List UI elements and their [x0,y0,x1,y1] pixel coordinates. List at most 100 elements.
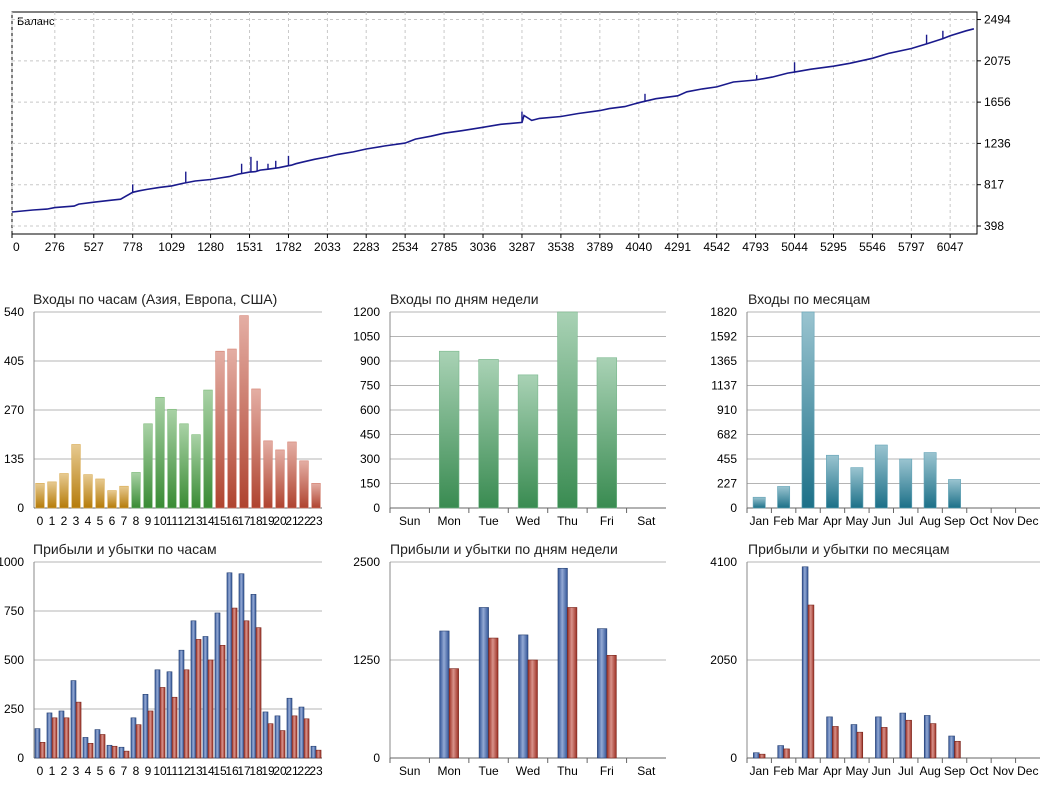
profit-bar [310,745,317,759]
y-tick-label: 0 [17,501,24,515]
balance-x-tick-label: 2283 [353,240,380,254]
entries-weekdays-title: Входы по дням недели [390,291,539,307]
y-tick-label: 250 [4,702,24,716]
x-tick-label: Jun [872,514,891,528]
loss-bar [783,748,790,759]
entries-bar [95,478,105,509]
x-tick-label: 6 [109,514,116,528]
x-tick-label: 14 [201,514,215,528]
entries-bar [119,485,129,509]
entries-bar [557,311,578,509]
profit-bar [166,671,173,759]
y-tick-label: 0 [730,501,737,515]
profit-bar [214,612,221,759]
x-tick-label: Sun [399,514,420,528]
y-tick-label: 455 [717,452,737,466]
balance-x-tick-label: 2534 [392,240,419,254]
entries-bar [275,449,285,509]
profit-bar [286,697,293,759]
x-tick-label: Oct [970,764,989,778]
y-tick-label: 227 [717,477,737,491]
profit-bar [923,715,931,759]
x-tick-label: 22 [297,764,311,778]
entries-bar [850,467,864,509]
y-tick-label: 150 [360,477,380,491]
balance-x-tick-label: 4040 [625,240,652,254]
x-tick-label: Aug [919,764,940,778]
x-tick-label: 16 [225,764,239,778]
x-tick-label: Jun [872,764,891,778]
x-tick-label: 4 [85,514,92,528]
balance-x-tick-label: 5797 [898,240,925,254]
balance-x-tick-label: 3036 [470,240,497,254]
loss-bar [303,718,310,759]
entries-bar [777,486,791,509]
x-tick-label: Apr [823,514,842,528]
entries-bar [227,348,237,509]
profit-bar [58,710,65,759]
y-tick-label: 0 [373,751,380,765]
entries-bar [251,388,261,509]
x-tick-label: Feb [773,514,794,528]
balance-y-tick-label: 1656 [984,95,1011,109]
entries-bar [478,359,499,509]
x-tick-label: Sun [399,764,420,778]
profit-bar [130,717,137,759]
entries-hours-title: Входы по часам (Азия, Европа, США) [33,291,277,307]
profit-bar [262,711,269,759]
balance-chart: Баланс 2494 2075 1656 1236 817 398 0 276 527 778… [11,11,1011,254]
y-tick-label: 1000 [0,555,24,569]
x-tick-label: May [846,764,869,778]
balance-y-tick-label: 2494 [984,13,1011,27]
entries-bar [203,389,213,509]
y-tick-label: 1820 [710,305,737,319]
loss-bar [527,659,538,759]
x-tick-label: Thu [557,514,578,528]
x-tick-label: Fri [600,764,614,778]
entries-bar [299,460,309,509]
pl-months-title: Прибыли и убытки по месяцам [748,541,950,557]
y-tick-label: 1592 [710,330,737,344]
loss-bar [207,659,214,759]
y-tick-label: 300 [360,452,380,466]
balance-y-tick-label: 2075 [984,54,1011,68]
loss-bar [758,753,766,759]
entries-bar [155,396,165,509]
profit-bar [478,607,489,759]
loss-bar [99,734,106,759]
profit-bar [190,620,197,759]
x-tick-label: Apr [823,764,842,778]
x-tick-label: 18 [249,764,263,778]
loss-bar [63,717,70,759]
balance-x-tick-label: 5044 [781,240,808,254]
x-tick-label: 9 [145,514,152,528]
x-tick-label: 14 [201,764,215,778]
pl-months-chart: Прибыли и убытки по месяцам 4100 2050 0 Jan… [710,541,1040,778]
loss-bar [135,724,142,759]
x-tick-label: Nov [993,514,1014,528]
x-tick-label: Dec [1017,764,1038,778]
x-tick-label: Sat [637,764,656,778]
balance-x-tick-label: 3287 [509,240,536,254]
x-tick-label: Sep [944,514,966,528]
balance-x-tick-label: 276 [45,240,65,254]
entries-bar [311,483,321,509]
balance-x-tick-label: 0 [13,240,20,254]
x-tick-label: 15 [213,764,227,778]
balance-x-tick-label: 4291 [664,240,691,254]
y-tick-label: 500 [4,653,24,667]
x-tick-label: Nov [993,764,1014,778]
x-tick-label: 8 [133,514,140,528]
x-tick-label: 21 [285,764,299,778]
x-tick-label: 3 [73,764,80,778]
entries-bar [874,444,888,509]
loss-bar [111,745,118,759]
loss-bar [880,727,888,759]
x-tick-label: Sat [637,514,656,528]
x-tick-label: Oct [970,514,989,528]
profit-bar [70,680,77,759]
profit-bar [226,572,233,759]
loss-bar [195,639,202,759]
x-tick-label: 7 [121,764,128,778]
entries-bar [923,452,937,509]
